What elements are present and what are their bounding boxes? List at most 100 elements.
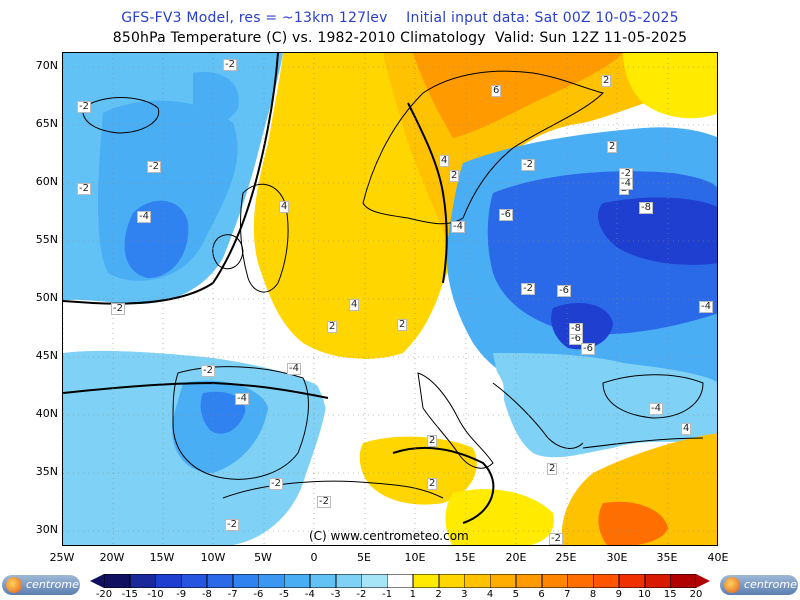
contour-label: -2	[225, 519, 239, 531]
contour-label: -2	[549, 533, 563, 545]
atlantic-north-core	[193, 72, 239, 122]
colorbar-swatch	[670, 574, 697, 588]
contour-label: -2	[111, 303, 125, 315]
sahara-warm	[445, 489, 554, 545]
colorbar-label: -7	[227, 589, 238, 600]
centrometeo-logo-right: centrometeo	[720, 575, 800, 595]
colorbar-swatch	[387, 574, 414, 588]
zero-contour	[407, 102, 448, 284]
colorbar-label: 6	[538, 589, 545, 600]
contour-label: 6	[491, 85, 502, 97]
contour-label: 2	[449, 170, 460, 182]
colorbar-label: -15	[121, 589, 138, 600]
scandinavia-hot	[413, 53, 623, 138]
colorbar-label: -8	[201, 589, 212, 600]
contour-label: 2	[397, 319, 408, 331]
lat-label: 60N	[35, 175, 58, 188]
contour-label: 4	[681, 423, 692, 435]
colorbar-swatch	[464, 574, 491, 588]
colorbar-label: -4	[304, 589, 315, 600]
colorbar-swatch	[181, 574, 208, 588]
lon-label: 40E	[707, 551, 729, 564]
east-europe-colder	[598, 197, 717, 265]
contour-label: -2	[147, 161, 161, 173]
contour-label: -6	[581, 343, 595, 355]
zero-contour	[392, 446, 495, 524]
colorbar-swatch	[206, 574, 234, 588]
colorbar-label: 3	[461, 589, 468, 600]
colorbar-label: 4	[486, 589, 494, 600]
colorbar-label: -6	[253, 589, 264, 600]
lon-label: 5E	[357, 551, 371, 564]
lat-label: 55N	[35, 233, 58, 246]
colorbar-label: -5	[279, 589, 290, 600]
contour-label: -2	[521, 283, 535, 295]
colorbar-label: -20	[95, 589, 113, 600]
contour-label: -2	[521, 159, 535, 171]
colorbar-label: -9	[176, 589, 187, 600]
contour-label: 2	[427, 435, 438, 447]
contour-label: 2	[601, 75, 612, 87]
contour-label: -2	[317, 496, 331, 508]
colorbar-label: 20	[689, 589, 703, 600]
contour-label: -4	[451, 221, 465, 233]
copyright-text: (C) www.centrometeo.com	[309, 529, 469, 543]
turkey-coast	[582, 437, 704, 449]
contour-label: 4	[439, 155, 450, 167]
central-med-warm	[359, 436, 477, 505]
lat-label: 50N	[35, 291, 58, 304]
far-north-warm	[623, 53, 717, 119]
contour-label: 2	[427, 478, 438, 490]
contour-label: -6	[557, 285, 571, 297]
colorbar-swatch	[284, 574, 311, 588]
iberia-cold-core	[200, 391, 246, 434]
north-africa-coast	[222, 480, 444, 499]
colorbar-swatch	[541, 574, 568, 588]
colorbar-swatch	[618, 574, 646, 588]
contour-label: -2	[223, 59, 237, 71]
lon-label: 15W	[149, 551, 175, 564]
lat-label: 35N	[35, 465, 58, 478]
contour-label: -2	[77, 101, 91, 113]
colorbar-swatch	[438, 574, 465, 588]
lat-label: 30N	[35, 523, 58, 536]
colorbar-swatch	[490, 574, 517, 588]
logo-icon	[724, 577, 740, 593]
contour-label: -6	[569, 333, 583, 345]
colorbar-swatch	[104, 574, 131, 588]
lat-label: 65N	[35, 117, 58, 130]
lon-label: 35E	[656, 551, 678, 564]
ireland-coast	[212, 234, 244, 270]
colorbar-swatch	[155, 574, 182, 588]
colorbar-swatch	[412, 574, 440, 588]
contour-label: -4	[619, 178, 633, 190]
colorbar-label: 1	[409, 589, 417, 600]
colorbar-swatch	[335, 574, 362, 588]
lon-label: 10E	[404, 551, 426, 564]
contour-label: 2	[547, 463, 558, 475]
lon-label: 30E	[606, 551, 628, 564]
colorbar-label: 2	[435, 589, 442, 600]
map-canvas	[63, 53, 717, 545]
model-title: GFS-FV3 Model, res = ~13km 127lev Initia…	[121, 10, 679, 26]
iberia-coast	[172, 366, 309, 480]
lon-label: 15E	[454, 551, 476, 564]
colorbar-swatch	[567, 574, 594, 588]
colorbar-swatch	[593, 574, 620, 588]
contour-label: -6	[499, 209, 513, 221]
iceland-coast	[82, 97, 160, 134]
colorbar-swatch	[515, 574, 543, 588]
logo-text: centrometeo	[26, 578, 97, 591]
colorbar-swatch	[232, 574, 259, 588]
colorbar-swatch	[258, 574, 285, 588]
colorbar-label: -2	[356, 589, 367, 600]
contour-label: -4	[699, 301, 713, 313]
balkans-cool	[493, 353, 717, 458]
colorbar-swatch	[644, 574, 671, 588]
colorbar-swatch	[309, 574, 337, 588]
contour-label: -4	[235, 393, 249, 405]
colorbar-label: -10	[147, 589, 164, 600]
colorbar-label: 5	[512, 589, 519, 600]
logo-icon	[6, 577, 22, 593]
